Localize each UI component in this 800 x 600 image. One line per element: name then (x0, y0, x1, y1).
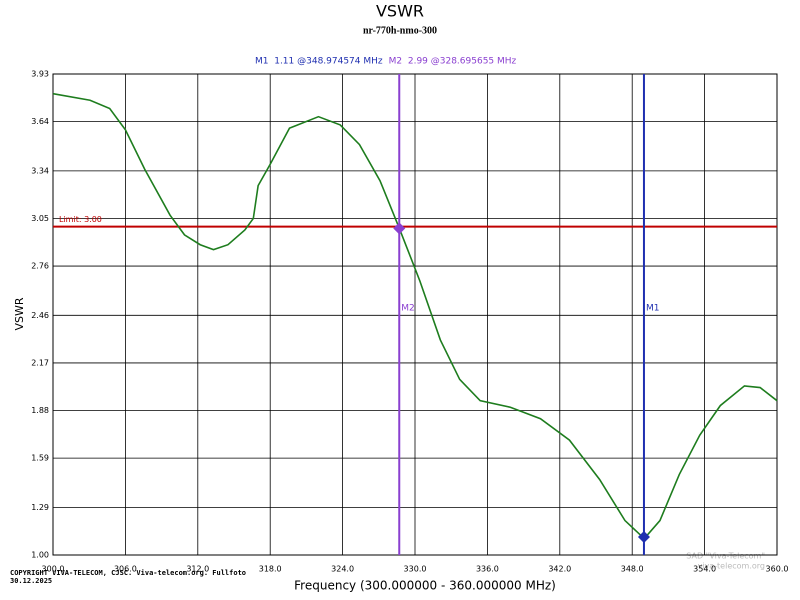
watermark: viva-telecom.org (698, 562, 765, 571)
y-tick-label: 2.17 (31, 358, 49, 367)
plot-border (52, 73, 778, 556)
series-line (52, 92, 778, 540)
y-tick-label: 1.00 (31, 551, 49, 560)
y-tick-label: 2.46 (31, 311, 49, 320)
y-tick-label: 3.64 (31, 117, 49, 126)
x-tick-label: 330.0 (404, 565, 427, 574)
y-tick-label: 1.59 (31, 454, 49, 463)
marker-label: M2 (401, 304, 415, 314)
copyright: COPYRIGHT VIVA-TELECOM, CJSC. Viva-telec… (10, 569, 246, 577)
marker-point (393, 222, 406, 235)
y-tick-label: 2.76 (31, 262, 49, 271)
chart-title: VSWR (376, 2, 424, 21)
x-tick-label: 306.0 (114, 565, 137, 574)
x-tick-label: 348.0 (621, 565, 644, 574)
marker-readout: M2 2.99 @328.695655 MHz (389, 57, 517, 67)
x-tick-label: 354.0 (693, 565, 716, 574)
y-tick-label: 3.05 (31, 214, 49, 223)
x-tick-label: 324.0 (331, 565, 354, 574)
x-tick-label: 312.0 (186, 565, 209, 574)
watermark: SAD "Viva-Telecom" (686, 552, 765, 561)
x-tick-label: 342.0 (548, 565, 571, 574)
y-tick-label: 3.34 (31, 166, 49, 175)
x-tick-label: 318.0 (259, 565, 282, 574)
marker-readout: M1 1.11 @348.974574 MHz (255, 57, 383, 67)
marker-label: M1 (646, 304, 660, 314)
x-tick-label: 360.0 (766, 565, 789, 574)
x-tick-label: 300.0 (42, 565, 65, 574)
x-axis-label: Frequency (300.000000 - 360.000000 MHz) (294, 579, 556, 593)
limit-label: Limit: 3.00 (59, 215, 102, 224)
copyright-date: 30.12.2025 (10, 577, 52, 585)
y-axis-label: VSWR (13, 297, 26, 330)
chart-subtitle: nr-770h-nmo-300 (363, 25, 437, 36)
marker-point (637, 530, 650, 543)
y-tick-label: 3.93 (31, 70, 49, 79)
x-tick-label: 336.0 (476, 565, 499, 574)
y-tick-label: 1.29 (31, 503, 49, 512)
y-tick-label: 1.88 (31, 406, 49, 415)
